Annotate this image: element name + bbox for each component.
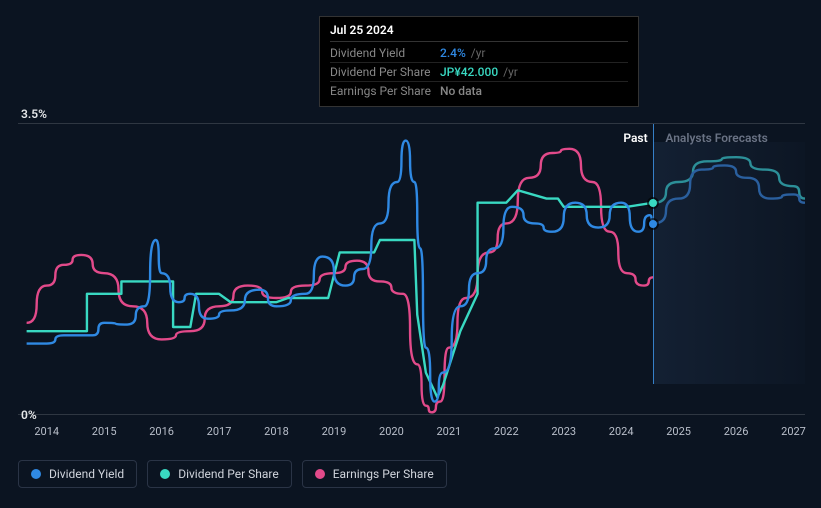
tooltip-row: Dividend Yield2.4% /yr <box>330 44 628 63</box>
tooltip-row-value: No data <box>440 84 482 98</box>
series-line <box>27 190 654 397</box>
legend-dot-icon <box>31 469 41 479</box>
series-line <box>27 141 654 402</box>
tooltip-row-label: Dividend Yield <box>330 46 440 60</box>
chart-tooltip: Jul 25 2024 Dividend Yield2.4% /yrDivide… <box>319 16 639 107</box>
legend-label: Dividend Per Share <box>178 467 279 481</box>
x-axis-tick: 2022 <box>494 425 519 438</box>
legend-item[interactable]: Dividend Yield <box>18 460 137 488</box>
x-axis-tick: 2026 <box>724 425 749 438</box>
line-chart: 3.5% 0% Past Analysts Forecasts 20142015… <box>18 105 805 445</box>
legend-item[interactable]: Earnings Per Share <box>302 460 447 488</box>
chart-lines <box>18 124 805 414</box>
tooltip-row-label: Earnings Per Share <box>330 84 440 98</box>
legend-label: Dividend Yield <box>49 467 124 481</box>
x-axis: 2014 2015 2016 2017 2018 2019 2020 2021 2022 2023… <box>18 425 805 445</box>
x-axis-tick: 2027 <box>781 425 806 438</box>
hover-vertical-line <box>653 124 654 384</box>
tooltip-date: Jul 25 2024 <box>330 23 628 42</box>
legend-dot-icon <box>160 469 170 479</box>
x-axis-tick: 2021 <box>436 425 461 438</box>
chart-legend: Dividend Yield Dividend Per Share Earnings… <box>18 460 447 488</box>
x-axis-tick: 2014 <box>34 425 59 438</box>
x-axis-tick: 2025 <box>666 425 691 438</box>
x-axis-tick: 2023 <box>551 425 576 438</box>
x-axis-tick: 2019 <box>322 425 347 438</box>
tooltip-row-label: Dividend Per Share <box>330 65 440 79</box>
series-marker <box>649 199 657 207</box>
tooltip-row: Earnings Per ShareNo data <box>330 82 628 100</box>
legend-item[interactable]: Dividend Per Share <box>147 460 292 488</box>
tooltip-row-value: 2.4% /yr <box>440 46 485 60</box>
x-axis-tick: 2020 <box>379 425 404 438</box>
series-marker <box>649 220 657 228</box>
x-axis-tick: 2017 <box>207 425 232 438</box>
tooltip-row-value: JP¥42.000 /yr <box>440 65 518 79</box>
legend-label: Earnings Per Share <box>333 467 434 481</box>
past-section-label: Past <box>623 131 647 145</box>
legend-dot-icon <box>315 469 325 479</box>
x-axis-tick: 2024 <box>609 425 634 438</box>
x-axis-tick: 2018 <box>264 425 289 438</box>
plot-area[interactable] <box>18 123 805 415</box>
x-axis-tick: 2015 <box>92 425 117 438</box>
tooltip-row: Dividend Per ShareJP¥42.000 /yr <box>330 63 628 82</box>
series-line-forecast <box>653 165 805 223</box>
x-axis-tick: 2016 <box>149 425 174 438</box>
y-axis-max-label: 3.5% <box>21 107 47 121</box>
forecast-section-label: Analysts Forecasts <box>665 131 767 145</box>
